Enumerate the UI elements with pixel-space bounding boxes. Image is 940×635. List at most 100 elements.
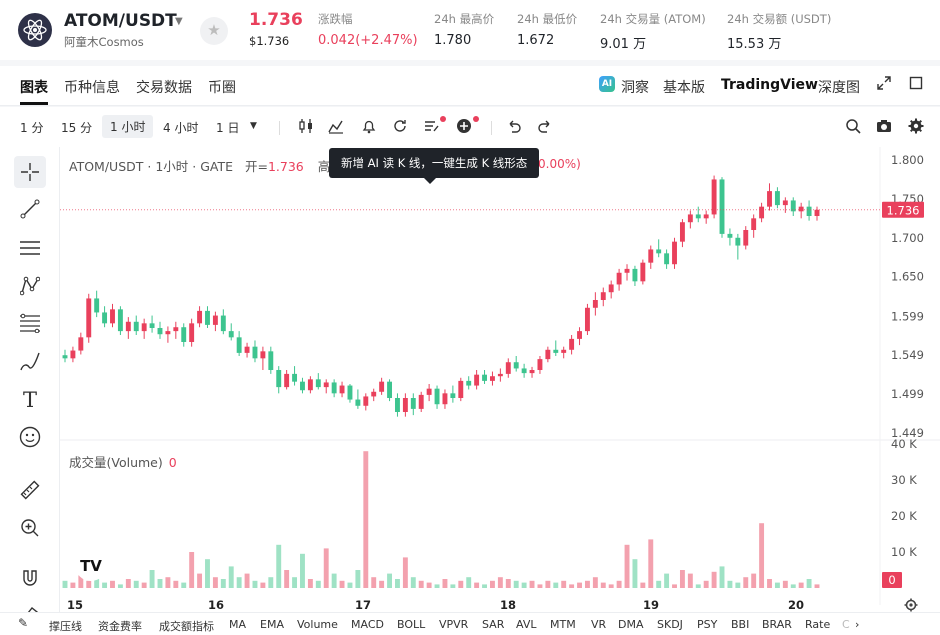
indicator-sar[interactable]: SAR — [482, 618, 505, 631]
candle-body — [284, 373, 290, 388]
chart-settings-icon[interactable] — [904, 598, 918, 616]
indicator-turnover[interactable]: 成交额指标 — [159, 620, 214, 633]
candle-body — [767, 191, 772, 207]
candle-body — [482, 374, 487, 381]
indicator-volume[interactable]: Volume — [297, 618, 338, 631]
indicator-bbi[interactable]: BBI — [731, 618, 750, 631]
indicator-mtm[interactable]: MTM — [550, 618, 576, 631]
expand-icon[interactable] — [877, 76, 891, 94]
indicator-dma[interactable]: DMA — [618, 618, 644, 631]
price-tick-label: 1.800 — [891, 153, 924, 167]
tab-community[interactable]: 币圈 — [208, 80, 236, 96]
date-tick-label: 20 — [788, 598, 804, 612]
ruler-icon[interactable] — [14, 474, 46, 506]
indicator-boll[interactable]: BOLL — [397, 618, 426, 631]
indicator-rate[interactable]: Rate — [805, 618, 831, 631]
candle-body — [197, 310, 203, 324]
price-tick-label: 1.650 — [891, 270, 924, 284]
candle-body — [402, 398, 408, 412]
candle-body — [656, 249, 662, 254]
tab-chart[interactable]: 图表 — [20, 80, 48, 96]
indicator-vr[interactable]: VR — [591, 618, 607, 631]
interval-1d[interactable]: 1 日 — [216, 121, 240, 135]
interval-1h[interactable]: 1 小时 — [102, 115, 154, 138]
alert-bell-icon[interactable] — [361, 118, 377, 138]
magnet-icon[interactable] — [14, 562, 46, 594]
horizontal-lines-icon[interactable] — [14, 232, 46, 264]
legend-open-value: 1.736 — [267, 159, 304, 174]
pair-fullname: 阿童木Cosmos — [64, 35, 144, 49]
candle-body — [751, 218, 757, 230]
insight-button[interactable]: 洞察 — [621, 80, 649, 96]
volume-bar — [521, 582, 527, 588]
chevron-down-icon[interactable]: ▼ — [175, 16, 183, 27]
emoji-icon[interactable] — [14, 421, 46, 453]
indicator-avl[interactable]: AVL — [516, 618, 537, 631]
tab-trade-data[interactable]: 交易数据 — [136, 80, 192, 96]
legend-high-label: 高 — [317, 159, 331, 174]
brush-icon[interactable] — [14, 346, 46, 378]
volume-bar — [276, 544, 282, 588]
indicator-skdj[interactable]: SKDJ — [657, 618, 683, 631]
volume-bar — [466, 577, 472, 588]
volume-bar — [220, 579, 226, 588]
candle-body — [300, 381, 305, 391]
volume-bar — [743, 577, 749, 588]
interval-dropdown-icon[interactable]: ▼ — [250, 121, 257, 131]
ai-feature-tooltip[interactable]: 新增 AI 读 K 线，一键生成 K 线形态 — [329, 148, 540, 184]
camera-icon[interactable] — [876, 118, 892, 138]
volume-bar — [537, 584, 543, 588]
indicator-funding[interactable]: 资金费率 — [98, 620, 142, 633]
candle-body — [323, 382, 329, 388]
tradingview-logo-mark: TV — [80, 557, 102, 575]
replay-icon[interactable] — [392, 118, 408, 138]
tradingview-button[interactable]: TradingView — [721, 77, 818, 93]
text-tool-icon[interactable]: T — [22, 388, 37, 412]
indicator-vpvr[interactable]: VPVR — [439, 618, 469, 631]
redo-icon[interactable] — [537, 118, 553, 138]
candle-body — [117, 309, 123, 332]
candle-body — [442, 393, 448, 405]
volume-bar — [125, 579, 131, 588]
volume-bar — [70, 582, 76, 588]
pattern-icon[interactable] — [14, 270, 46, 302]
indicator-psy[interactable]: PSY — [697, 618, 718, 631]
indicator-ma[interactable]: MA — [229, 618, 247, 631]
candle-type-icon[interactable] — [298, 118, 314, 138]
search-icon[interactable] — [845, 118, 861, 138]
trend-line-icon[interactable] — [14, 193, 46, 225]
ai-kline-icon[interactable] — [424, 118, 440, 138]
popout-icon[interactable] — [909, 76, 923, 94]
depth-chart-button[interactable]: 深度图 — [818, 80, 860, 96]
volume-bar — [181, 582, 187, 588]
fibonacci-icon[interactable] — [14, 307, 46, 339]
basic-view-button[interactable]: 基本版 — [663, 80, 705, 96]
kline-chart[interactable]: 1.800 1.750 1.700 1.650 1.599 1.549 1.499 1.449… — [60, 147, 940, 635]
crosshair-icon[interactable] — [14, 156, 46, 188]
indicator-ema[interactable]: EMA — [260, 618, 284, 631]
interval-1m[interactable]: 1 分 — [20, 121, 44, 135]
chart-toolbar: 1 分 15 分 1 小时 4 小时 1 日 ▼ — [0, 107, 940, 147]
date-tick-label: 15 — [67, 598, 83, 612]
interval-4h[interactable]: 4 小时 — [163, 121, 199, 135]
indicator-brar[interactable]: BRAR — [762, 618, 792, 631]
indicators-icon[interactable] — [328, 118, 344, 138]
indicator-support[interactable]: 撑压线 — [49, 620, 82, 633]
kline-chart-svg[interactable]: 1.8001.7501.7001.6501.5991.5491.4991.449… — [60, 147, 940, 635]
add-plus-icon[interactable] — [456, 118, 472, 138]
settings-gear-icon[interactable] — [908, 118, 924, 138]
candle-body — [608, 284, 614, 293]
undo-icon[interactable] — [506, 118, 522, 138]
tab-coin-info[interactable]: 币种信息 — [64, 80, 120, 96]
indicator-more[interactable]: C — [842, 618, 850, 631]
volume-bar — [679, 570, 685, 588]
candle-body — [220, 315, 226, 332]
draw-tool-icon[interactable]: ✎ — [18, 616, 29, 630]
chevron-right-icon[interactable]: › — [855, 618, 860, 631]
indicator-macd[interactable]: MACD — [351, 618, 384, 631]
zoom-in-icon[interactable] — [14, 512, 46, 544]
interval-15m[interactable]: 15 分 — [61, 121, 93, 135]
volume-tick-label: 40 K — [891, 437, 917, 451]
pair-name[interactable]: ATOM/USDT — [64, 11, 177, 31]
favorite-star-icon[interactable]: ★ — [200, 17, 228, 45]
